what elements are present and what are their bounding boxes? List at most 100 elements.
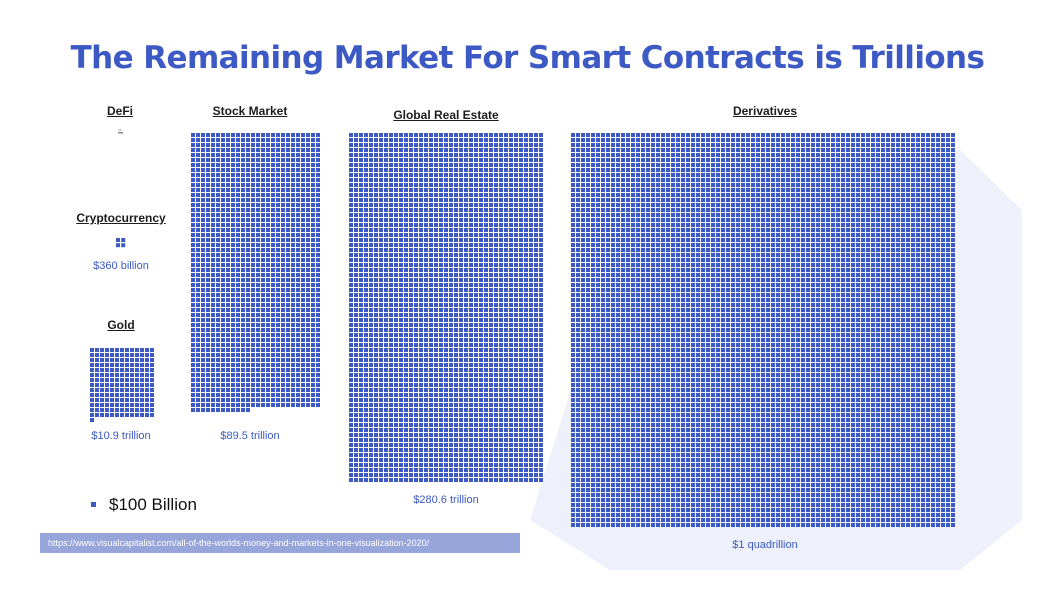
global-real-estate-square	[499, 373, 503, 377]
global-real-estate-square	[439, 143, 443, 147]
global-real-estate-square	[454, 393, 458, 397]
stock-market-square	[311, 263, 315, 267]
global-real-estate-square	[464, 253, 468, 257]
stock-market-square	[246, 208, 250, 212]
global-real-estate-square	[479, 413, 483, 417]
global-real-estate-square	[414, 438, 418, 442]
global-real-estate-square	[419, 443, 423, 447]
gold-square	[140, 413, 144, 417]
stock-market-square	[196, 333, 200, 337]
stock-market-square	[241, 368, 245, 372]
stock-market-square	[271, 233, 275, 237]
global-real-estate-square	[534, 273, 538, 277]
stock-market-square	[221, 328, 225, 332]
global-real-estate-square	[404, 348, 408, 352]
global-real-estate-square	[469, 423, 473, 427]
derivatives-square	[736, 148, 740, 152]
stock-market-square	[216, 318, 220, 322]
global-real-estate-square	[454, 133, 458, 137]
derivatives-square	[866, 168, 870, 172]
stock-market-square	[256, 208, 260, 212]
global-real-estate-square	[434, 428, 438, 432]
stock-market-square	[206, 378, 210, 382]
global-real-estate-square	[439, 293, 443, 297]
derivatives-square	[941, 148, 945, 152]
stock-market-square	[221, 278, 225, 282]
global-real-estate-square	[429, 188, 433, 192]
global-real-estate-square	[504, 258, 508, 262]
stock-market-square	[201, 338, 205, 342]
global-real-estate-square	[459, 433, 463, 437]
stock-market-square	[271, 323, 275, 327]
global-real-estate-square	[449, 218, 453, 222]
global-real-estate-square	[514, 418, 518, 422]
derivatives-square	[901, 138, 905, 142]
stock-market-square	[256, 298, 260, 302]
global-real-estate-square	[359, 283, 363, 287]
derivatives-square	[736, 153, 740, 157]
global-real-estate-square	[489, 173, 493, 177]
gold-square	[130, 378, 134, 382]
stock-market-square	[261, 153, 265, 157]
stock-market-square	[271, 208, 275, 212]
stock-market-square	[296, 318, 300, 322]
derivatives-square	[761, 153, 765, 157]
global-real-estate-square	[384, 408, 388, 412]
global-real-estate-square	[519, 298, 523, 302]
global-real-estate-square	[434, 313, 438, 317]
derivatives-square	[876, 133, 880, 137]
global-real-estate-square	[479, 418, 483, 422]
stock-market-square	[286, 338, 290, 342]
global-real-estate-square	[494, 388, 498, 392]
stock-market-square	[256, 373, 260, 377]
stock-market-square	[191, 348, 195, 352]
global-real-estate-square	[539, 163, 543, 167]
global-real-estate-square	[389, 273, 393, 277]
global-real-estate-square	[494, 228, 498, 232]
global-real-estate-square	[479, 138, 483, 142]
stock-market-square	[251, 268, 255, 272]
stock-market-square	[191, 253, 195, 257]
global-real-estate-square	[414, 138, 418, 142]
global-real-estate-square	[379, 373, 383, 377]
global-real-estate-square	[399, 193, 403, 197]
global-real-estate-square	[389, 438, 393, 442]
global-real-estate-square	[399, 398, 403, 402]
global-real-estate-square	[539, 263, 543, 267]
global-real-estate-square	[434, 238, 438, 242]
global-real-estate-square	[449, 323, 453, 327]
global-real-estate-square	[509, 478, 513, 482]
global-real-estate-square	[414, 263, 418, 267]
global-real-estate-square	[479, 218, 483, 222]
derivatives-square	[581, 173, 585, 177]
derivatives-square	[671, 168, 675, 172]
global-real-estate-square	[509, 178, 513, 182]
derivatives-square	[916, 148, 920, 152]
global-real-estate-square	[509, 378, 513, 382]
global-real-estate-square	[354, 333, 358, 337]
stock-market-square	[226, 328, 230, 332]
global-real-estate-square	[374, 358, 378, 362]
derivatives-square	[636, 143, 640, 147]
global-real-estate-square	[454, 193, 458, 197]
global-real-estate-square	[464, 238, 468, 242]
global-real-estate-square	[434, 413, 438, 417]
global-real-estate-square	[539, 458, 543, 462]
global-real-estate-square	[364, 338, 368, 342]
global-real-estate-square	[444, 388, 448, 392]
stock-market-square	[196, 373, 200, 377]
global-real-estate-square	[449, 423, 453, 427]
stock-market-square	[236, 383, 240, 387]
stock-market-square	[241, 213, 245, 217]
stock-market-square	[231, 278, 235, 282]
derivatives-square	[811, 163, 815, 167]
global-real-estate-square	[359, 308, 363, 312]
stock-market-square	[281, 178, 285, 182]
global-real-estate-square	[484, 173, 488, 177]
global-real-estate-square	[459, 358, 463, 362]
derivatives-square	[726, 158, 730, 162]
derivatives-square	[826, 148, 830, 152]
stock-market-square	[301, 393, 305, 397]
global-real-estate-square	[359, 463, 363, 467]
global-real-estate-square	[394, 438, 398, 442]
